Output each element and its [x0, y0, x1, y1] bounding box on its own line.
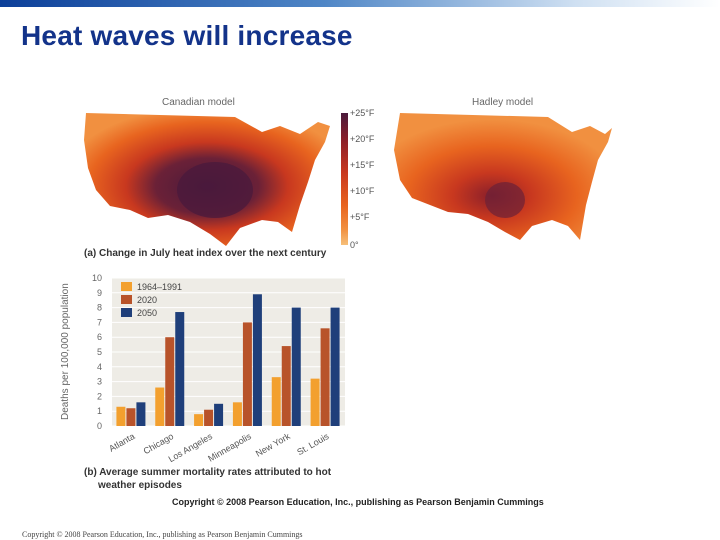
canadian-hotspot: [177, 162, 253, 218]
maps-caption-text: Change in July heat index over the next …: [99, 248, 327, 259]
y-tick-label: 2: [97, 391, 102, 401]
legend-tick-10: +10°F: [350, 186, 375, 196]
chart-caption-line1: Average summer mortality rates attribute…: [99, 467, 332, 478]
x-tick-label: New York: [254, 431, 292, 459]
chart-caption-line2: weather episodes: [98, 480, 182, 491]
y-tick-label: 8: [97, 303, 102, 313]
bar-los-angeles-1: [204, 409, 214, 426]
hadley-model-label: Hadley model: [472, 97, 534, 108]
x-tick-label: Minneapolis: [206, 431, 253, 464]
legend-label: 2020: [137, 295, 157, 305]
bar-atlanta-1: [126, 408, 136, 426]
bar-st-louis-2: [330, 307, 340, 426]
top-accent-bar: [0, 0, 720, 7]
legend-tick-5: +5°F: [350, 212, 370, 222]
y-tick-label: 5: [97, 347, 102, 357]
bar-chicago-1: [165, 337, 175, 426]
slide-footer: Copyright © 2008 Pearson Education, Inc.…: [22, 530, 303, 539]
chart-caption: (b) Average summer mortality rates attri…: [84, 466, 331, 492]
legend-tick-20: +20°F: [350, 134, 375, 144]
bar-new-york-0: [271, 377, 281, 426]
hadley-model-map: [394, 113, 612, 240]
slide-title: Heat waves will increase: [21, 20, 353, 51]
bar-atlanta-0: [116, 406, 126, 426]
bar-los-angeles-2: [214, 403, 224, 426]
bar-los-angeles-0: [194, 414, 204, 426]
legend-swatch: [121, 308, 132, 317]
bar-minneapolis-0: [232, 402, 242, 426]
y-tick-label: 6: [97, 332, 102, 342]
canadian-model-label: Canadian model: [162, 97, 235, 108]
y-tick-label: 3: [97, 377, 102, 387]
y-tick-label: 0: [97, 421, 102, 431]
figure-copyright: Copyright © 2008 Pearson Education, Inc.…: [172, 497, 544, 507]
y-tick-label: 7: [97, 317, 102, 327]
legend-tick-15: +15°F: [350, 160, 375, 170]
bar-chicago-0: [155, 387, 165, 426]
maps-caption-tag: (a): [84, 248, 97, 259]
legend-swatch: [121, 282, 132, 291]
legend-label: 1964–1991: [137, 282, 182, 292]
bar-minneapolis-2: [252, 294, 262, 426]
x-tick-label: St. Louis: [295, 431, 331, 457]
bar-new-york-1: [281, 346, 291, 426]
y-tick-label: 1: [97, 406, 102, 416]
bar-chicago-2: [175, 312, 185, 426]
heat-index-legend-bar: [341, 113, 348, 245]
x-tick-label: Los Angeles: [167, 431, 215, 464]
chart-y-axis-label: Deaths per 100,000 population: [60, 283, 71, 420]
bar-atlanta-2: [136, 402, 146, 426]
y-tick-label: 10: [92, 273, 102, 283]
chart-caption-tag: (b): [84, 467, 97, 478]
bar-minneapolis-1: [242, 322, 252, 426]
bar-new-york-2: [291, 307, 301, 426]
bar-st-louis-1: [320, 328, 330, 426]
legend-tick-0: 0°: [350, 240, 359, 250]
x-tick-label: Atlanta: [107, 431, 136, 454]
bar-st-louis-0: [310, 378, 320, 426]
y-tick-label: 4: [97, 362, 102, 372]
legend-label: 2050: [137, 308, 157, 318]
hadley-hotspot: [485, 182, 525, 218]
legend-swatch: [121, 295, 132, 304]
legend-tick-25: +25°F: [350, 108, 375, 118]
maps-caption: (a) Change in July heat index over the n…: [84, 247, 326, 260]
y-tick-label: 9: [97, 288, 102, 298]
